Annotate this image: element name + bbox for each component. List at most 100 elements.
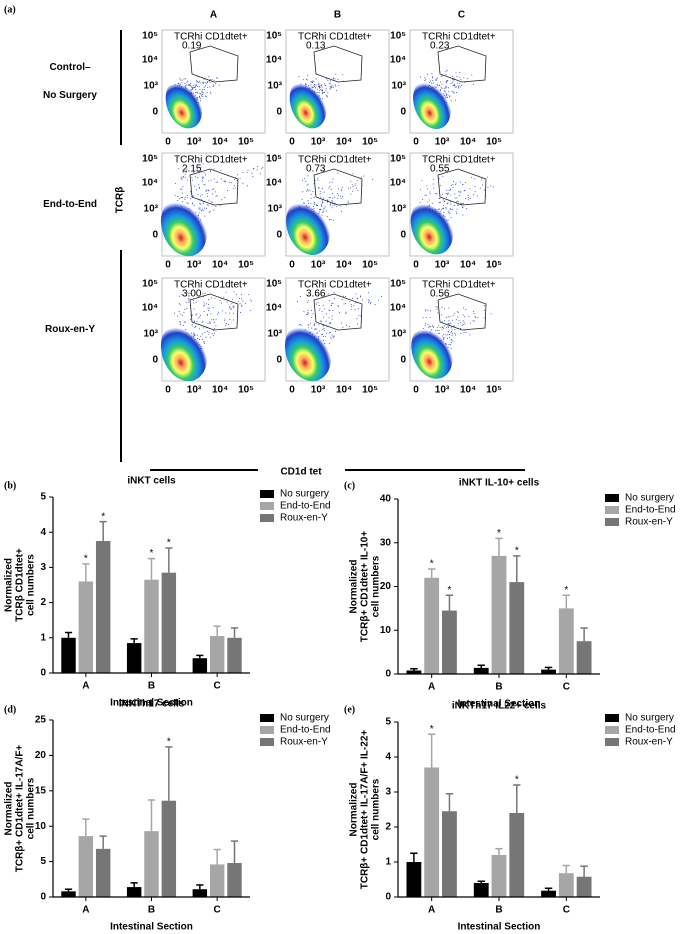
event-dot	[332, 336, 334, 338]
event-dot	[476, 195, 478, 197]
bar	[424, 577, 440, 674]
event-dot	[329, 88, 331, 90]
event-dot	[186, 168, 188, 170]
event-dot	[315, 294, 317, 296]
event-dot	[426, 188, 428, 190]
event-dot	[337, 78, 339, 80]
event-dot	[186, 179, 188, 181]
event-dot	[206, 207, 208, 209]
y-tick-label: 0	[276, 107, 282, 118]
y-tick-label: 10⁵	[390, 279, 406, 290]
legend-swatch	[605, 714, 619, 722]
event-dot	[179, 77, 181, 79]
event-dot	[323, 197, 325, 199]
event-dot	[329, 331, 331, 333]
x-axis-label: Intestinal Section	[110, 698, 193, 709]
event-dot	[229, 307, 231, 309]
bar	[509, 813, 525, 897]
bar	[161, 800, 177, 897]
event-dot	[342, 186, 344, 188]
event-dot	[435, 193, 437, 195]
event-dot	[354, 302, 356, 304]
event-dot	[188, 297, 190, 299]
y-tick-label: 10⁴	[266, 303, 282, 314]
event-dot	[333, 196, 335, 198]
event-dot	[225, 322, 227, 324]
x-tick-label: 10³	[311, 137, 326, 148]
event-dot	[441, 314, 443, 316]
event-dot	[203, 172, 205, 174]
event-dot	[313, 325, 315, 327]
y-tick-label: 10	[380, 625, 392, 636]
event-dot	[252, 168, 254, 170]
event-dot	[447, 194, 449, 196]
event-dot	[338, 312, 340, 314]
event-dot	[460, 181, 462, 183]
x-tick-label: 10⁴	[460, 260, 476, 271]
event-dot	[325, 78, 327, 80]
event-dot	[462, 324, 464, 326]
event-dot	[207, 86, 209, 88]
bar	[209, 864, 225, 897]
event-dot	[223, 296, 225, 298]
event-dot	[474, 186, 476, 188]
event-dot	[355, 293, 357, 295]
gate-label: TCRhi CD1dtet+	[298, 155, 372, 166]
x-tick-label: 0	[289, 137, 295, 148]
event-dot	[462, 320, 464, 322]
event-dot	[350, 308, 352, 310]
event-dot	[330, 83, 332, 85]
y-tick-label: 20	[35, 750, 47, 761]
event-dot	[215, 181, 217, 183]
event-dot	[323, 207, 325, 209]
event-dot	[328, 197, 330, 199]
y-tick-label: 5	[385, 717, 391, 728]
bar	[144, 831, 159, 897]
event-dot	[370, 301, 372, 303]
event-dot	[449, 316, 451, 318]
x-tick-label: 10⁵	[486, 137, 502, 148]
event-dot	[436, 306, 438, 308]
event-dot	[317, 86, 319, 88]
event-dot	[245, 302, 247, 304]
y-tick-label: 10³	[268, 329, 283, 340]
event-dot	[474, 191, 476, 193]
event-dot	[202, 92, 204, 94]
bar	[442, 811, 457, 897]
event-dot	[199, 316, 201, 318]
event-dot	[333, 77, 335, 79]
y-tick-label: 0	[152, 355, 158, 366]
event-dot	[247, 169, 249, 171]
legend-label: Roux-en-Y	[625, 517, 673, 528]
event-dot	[306, 78, 308, 80]
event-dot	[451, 331, 453, 333]
event-dot	[462, 206, 464, 208]
x-tick-label: B	[148, 681, 155, 692]
density-cloud	[160, 322, 208, 382]
event-dot	[448, 192, 450, 194]
event-dot	[215, 318, 217, 320]
event-dot	[317, 294, 319, 296]
event-dot	[329, 86, 331, 88]
event-dot	[425, 322, 427, 324]
event-dot	[203, 304, 205, 306]
event-dot	[329, 203, 331, 205]
event-dot	[335, 85, 337, 87]
event-dot	[477, 316, 479, 318]
event-dot	[320, 320, 322, 322]
event-dot	[208, 333, 210, 335]
event-dot	[445, 196, 447, 198]
bar	[126, 643, 142, 673]
event-dot	[325, 84, 327, 86]
event-dot	[321, 86, 323, 88]
event-dot	[449, 194, 451, 196]
event-dot	[329, 310, 331, 312]
event-dot	[444, 320, 446, 322]
event-dot	[206, 91, 208, 93]
gate	[313, 293, 363, 331]
y-tick-label: 3	[385, 787, 391, 798]
event-dot	[450, 201, 452, 203]
event-dot	[323, 191, 325, 193]
event-dot	[202, 210, 204, 212]
event-dot	[425, 310, 427, 312]
